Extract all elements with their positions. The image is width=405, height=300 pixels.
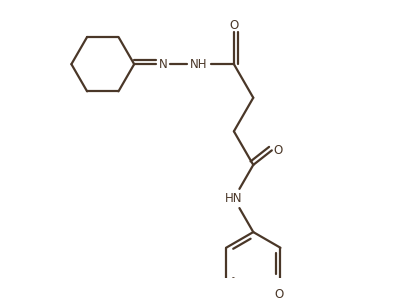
Text: O: O: [229, 19, 239, 32]
Text: NH: NH: [190, 58, 207, 71]
Text: O: O: [275, 288, 284, 300]
Text: O: O: [274, 144, 283, 157]
Text: HN: HN: [225, 192, 243, 205]
Text: N: N: [159, 58, 168, 71]
